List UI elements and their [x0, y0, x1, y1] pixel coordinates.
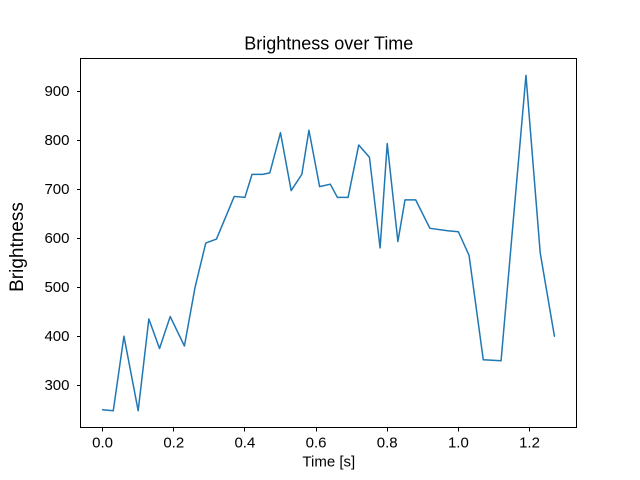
svg-text:Brightness over Time: Brightness over Time: [244, 34, 413, 54]
svg-text:400: 400: [44, 328, 69, 345]
svg-text:Brightness: Brightness: [7, 202, 28, 292]
svg-text:0.2: 0.2: [163, 435, 184, 452]
svg-text:0.6: 0.6: [306, 435, 327, 452]
svg-text:Time [s]: Time [s]: [302, 454, 355, 471]
svg-text:600: 600: [44, 230, 69, 247]
svg-text:1.2: 1.2: [519, 435, 540, 452]
svg-text:0.4: 0.4: [234, 435, 255, 452]
svg-text:300: 300: [44, 377, 69, 394]
svg-text:0.8: 0.8: [377, 435, 398, 452]
svg-text:800: 800: [44, 132, 69, 149]
svg-text:1.0: 1.0: [448, 435, 469, 452]
svg-text:0.0: 0.0: [92, 435, 113, 452]
svg-text:700: 700: [44, 181, 69, 198]
svg-text:900: 900: [44, 83, 69, 100]
svg-text:500: 500: [44, 279, 69, 296]
